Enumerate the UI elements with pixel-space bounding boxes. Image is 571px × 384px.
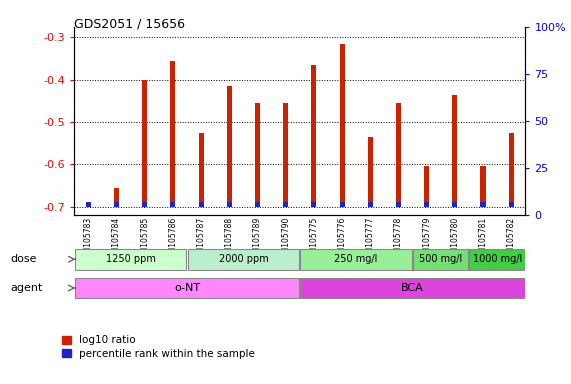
FancyBboxPatch shape: [187, 249, 299, 270]
Text: 1250 ppm: 1250 ppm: [106, 254, 155, 264]
Bar: [368, 137, 373, 207]
Text: agent: agent: [10, 283, 43, 293]
Bar: [170, 202, 175, 207]
Text: 250 mg/l: 250 mg/l: [335, 254, 378, 264]
Text: 2000 ppm: 2000 ppm: [219, 254, 268, 264]
Text: 500 mg/l: 500 mg/l: [419, 254, 463, 264]
Bar: [396, 202, 401, 207]
Bar: [424, 202, 429, 207]
Bar: [311, 65, 316, 207]
Bar: [114, 202, 119, 207]
Bar: [480, 166, 485, 207]
FancyBboxPatch shape: [469, 249, 525, 270]
Bar: [368, 202, 373, 207]
Bar: [114, 187, 119, 207]
Bar: [255, 103, 260, 207]
Bar: [170, 61, 175, 207]
Bar: [142, 202, 147, 207]
FancyBboxPatch shape: [300, 278, 525, 298]
Bar: [283, 103, 288, 207]
Bar: [227, 86, 232, 207]
Bar: [199, 132, 204, 207]
Bar: [199, 202, 204, 207]
Bar: [311, 202, 316, 207]
Bar: [452, 94, 457, 207]
Bar: [509, 202, 514, 207]
Bar: [340, 202, 345, 207]
Bar: [283, 202, 288, 207]
Bar: [396, 103, 401, 207]
Bar: [480, 202, 485, 207]
Bar: [452, 202, 457, 207]
Text: GDS2051 / 15656: GDS2051 / 15656: [74, 17, 185, 30]
FancyBboxPatch shape: [413, 249, 468, 270]
Text: BCA: BCA: [401, 283, 424, 293]
Bar: [86, 202, 91, 207]
Bar: [142, 80, 147, 207]
Legend: log10 ratio, percentile rank within the sample: log10 ratio, percentile rank within the …: [62, 336, 255, 359]
Bar: [227, 202, 232, 207]
FancyBboxPatch shape: [300, 249, 412, 270]
Text: o-NT: o-NT: [174, 283, 200, 293]
Bar: [424, 166, 429, 207]
FancyBboxPatch shape: [75, 249, 187, 270]
FancyBboxPatch shape: [75, 278, 299, 298]
Bar: [509, 132, 514, 207]
Text: 1000 mg/l: 1000 mg/l: [472, 254, 522, 264]
Bar: [255, 202, 260, 207]
Text: dose: dose: [10, 254, 37, 264]
Bar: [340, 44, 345, 207]
